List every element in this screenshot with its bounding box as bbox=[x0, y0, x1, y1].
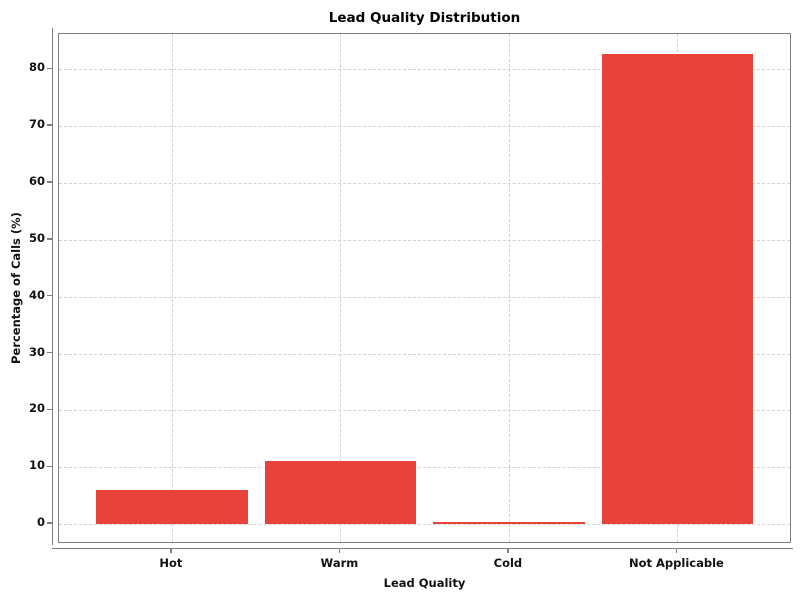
h-gridline bbox=[59, 353, 790, 355]
v-gridline bbox=[171, 34, 173, 542]
h-gridline bbox=[59, 467, 790, 469]
y-tick-label: 50 bbox=[28, 230, 45, 245]
plot-area bbox=[58, 33, 791, 543]
x-tick-mark bbox=[507, 548, 509, 553]
v-gridline bbox=[340, 34, 342, 542]
y-tick-mark bbox=[47, 408, 52, 411]
bar-not-applicable bbox=[601, 54, 754, 525]
h-gridline bbox=[59, 296, 790, 298]
bar-hot bbox=[96, 489, 248, 525]
y-tick-label: 0 bbox=[36, 515, 45, 530]
x-tick-label: Cold bbox=[493, 556, 523, 570]
y-tick-label: 30 bbox=[28, 344, 45, 359]
y-tick-mark bbox=[47, 124, 52, 126]
x-axis-line bbox=[52, 548, 793, 550]
y-tick-mark bbox=[47, 238, 52, 240]
y-tick-mark bbox=[47, 522, 52, 524]
h-gridline bbox=[59, 69, 790, 71]
bar-warm bbox=[264, 460, 417, 525]
x-tick-label: Not Applicable bbox=[628, 556, 724, 570]
x-tick-mark bbox=[170, 548, 172, 553]
x-tick-label: Warm bbox=[320, 556, 359, 570]
y-tick-label: 80 bbox=[28, 60, 45, 75]
h-gridline bbox=[59, 410, 790, 412]
y-tick-mark bbox=[47, 181, 52, 183]
h-gridline bbox=[59, 239, 790, 241]
y-tick-label: 20 bbox=[28, 401, 45, 416]
y-tick-label: 70 bbox=[28, 117, 45, 132]
h-gridline bbox=[59, 524, 790, 526]
chart-title: Lead Quality Distribution bbox=[328, 10, 521, 26]
y-tick-mark bbox=[47, 465, 52, 467]
x-axis-title: Lead Quality bbox=[383, 576, 466, 590]
y-tick-mark bbox=[47, 351, 52, 354]
x-tick-label: Hot bbox=[159, 556, 183, 570]
y-tick-label: 40 bbox=[28, 287, 45, 302]
h-gridline bbox=[59, 182, 790, 184]
y-axis-line bbox=[52, 28, 54, 545]
v-gridline bbox=[508, 34, 510, 542]
y-tick-mark bbox=[47, 294, 52, 297]
x-tick-mark bbox=[675, 548, 678, 553]
y-tick-mark bbox=[47, 67, 52, 69]
h-gridline bbox=[59, 126, 790, 128]
y-tick-label: 60 bbox=[28, 173, 45, 188]
bar-cold bbox=[433, 522, 585, 525]
y-tick-label: 10 bbox=[28, 458, 45, 473]
x-tick-mark bbox=[338, 548, 341, 553]
